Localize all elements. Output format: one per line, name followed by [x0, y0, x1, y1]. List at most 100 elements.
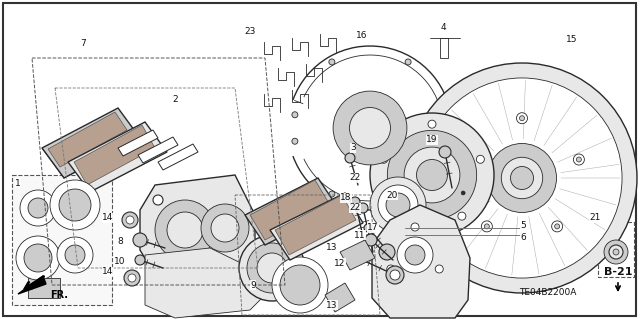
Circle shape — [378, 185, 418, 225]
Circle shape — [411, 223, 419, 231]
Text: 18: 18 — [340, 194, 352, 203]
Circle shape — [387, 130, 477, 220]
Polygon shape — [74, 125, 155, 185]
Circle shape — [501, 157, 543, 199]
Circle shape — [430, 137, 434, 141]
Circle shape — [167, 212, 203, 248]
Polygon shape — [42, 108, 140, 178]
Polygon shape — [18, 276, 46, 294]
Text: 23: 23 — [244, 27, 256, 36]
Circle shape — [417, 160, 447, 190]
Text: 9: 9 — [250, 280, 256, 290]
Circle shape — [365, 234, 377, 246]
Circle shape — [16, 236, 60, 280]
Text: 11: 11 — [355, 231, 365, 240]
Circle shape — [398, 212, 406, 220]
Circle shape — [613, 249, 619, 255]
Circle shape — [407, 63, 637, 293]
Circle shape — [399, 191, 403, 195]
Circle shape — [153, 195, 163, 205]
Text: 6: 6 — [520, 234, 526, 242]
Circle shape — [239, 235, 305, 301]
Circle shape — [386, 193, 410, 217]
Bar — [12, 175, 112, 305]
Circle shape — [135, 255, 145, 265]
Polygon shape — [440, 38, 448, 58]
Circle shape — [488, 144, 557, 212]
Circle shape — [133, 233, 147, 247]
Circle shape — [329, 59, 335, 65]
Polygon shape — [158, 144, 198, 170]
Polygon shape — [275, 195, 356, 255]
Circle shape — [57, 237, 93, 273]
Circle shape — [124, 270, 140, 286]
Polygon shape — [245, 178, 338, 245]
Circle shape — [28, 198, 48, 218]
Polygon shape — [325, 283, 355, 312]
Text: 3: 3 — [350, 144, 356, 152]
Circle shape — [463, 157, 468, 162]
Polygon shape — [270, 193, 363, 260]
Text: 21: 21 — [589, 213, 601, 222]
Text: 22: 22 — [349, 174, 360, 182]
Text: 5: 5 — [520, 221, 526, 231]
Circle shape — [333, 91, 407, 165]
Text: 19: 19 — [426, 136, 438, 145]
Circle shape — [405, 245, 425, 265]
Circle shape — [350, 197, 360, 207]
Circle shape — [520, 116, 525, 121]
Text: B-21: B-21 — [604, 267, 632, 277]
Circle shape — [20, 190, 56, 226]
Circle shape — [460, 154, 470, 165]
Circle shape — [358, 203, 368, 213]
Text: 20: 20 — [387, 190, 397, 199]
Circle shape — [24, 244, 52, 272]
Circle shape — [390, 270, 400, 280]
Bar — [28, 278, 60, 298]
Circle shape — [65, 245, 85, 265]
Bar — [598, 222, 634, 277]
Text: 14: 14 — [102, 268, 114, 277]
Circle shape — [272, 257, 328, 313]
Circle shape — [345, 153, 355, 163]
Circle shape — [458, 212, 466, 220]
Polygon shape — [138, 137, 178, 163]
Text: 1: 1 — [15, 179, 21, 188]
Circle shape — [292, 138, 298, 144]
Circle shape — [280, 265, 320, 305]
Circle shape — [370, 177, 426, 233]
Circle shape — [387, 265, 395, 273]
Circle shape — [481, 221, 492, 232]
Polygon shape — [118, 130, 158, 156]
Circle shape — [126, 216, 134, 224]
Circle shape — [609, 245, 623, 259]
Text: 10: 10 — [115, 257, 125, 266]
Circle shape — [329, 191, 335, 197]
Text: 8: 8 — [117, 238, 123, 247]
Circle shape — [573, 154, 584, 165]
Text: 2: 2 — [172, 95, 178, 105]
Circle shape — [511, 167, 534, 189]
Circle shape — [155, 200, 215, 260]
Circle shape — [428, 120, 436, 128]
Text: 12: 12 — [334, 258, 346, 268]
Circle shape — [128, 274, 136, 282]
Circle shape — [380, 155, 388, 163]
Circle shape — [577, 157, 581, 162]
Circle shape — [604, 240, 628, 264]
Circle shape — [405, 191, 411, 197]
Circle shape — [461, 191, 465, 195]
Polygon shape — [68, 122, 167, 192]
Circle shape — [552, 221, 563, 232]
Circle shape — [247, 243, 297, 293]
Text: 14: 14 — [102, 213, 114, 222]
Circle shape — [349, 108, 390, 149]
Text: 17: 17 — [367, 224, 379, 233]
Text: 16: 16 — [356, 31, 368, 40]
Circle shape — [59, 189, 91, 221]
Text: 7: 7 — [80, 40, 86, 48]
Text: TE04B2200A: TE04B2200A — [519, 288, 577, 297]
Circle shape — [201, 204, 249, 252]
Circle shape — [211, 214, 239, 242]
Circle shape — [364, 224, 372, 232]
